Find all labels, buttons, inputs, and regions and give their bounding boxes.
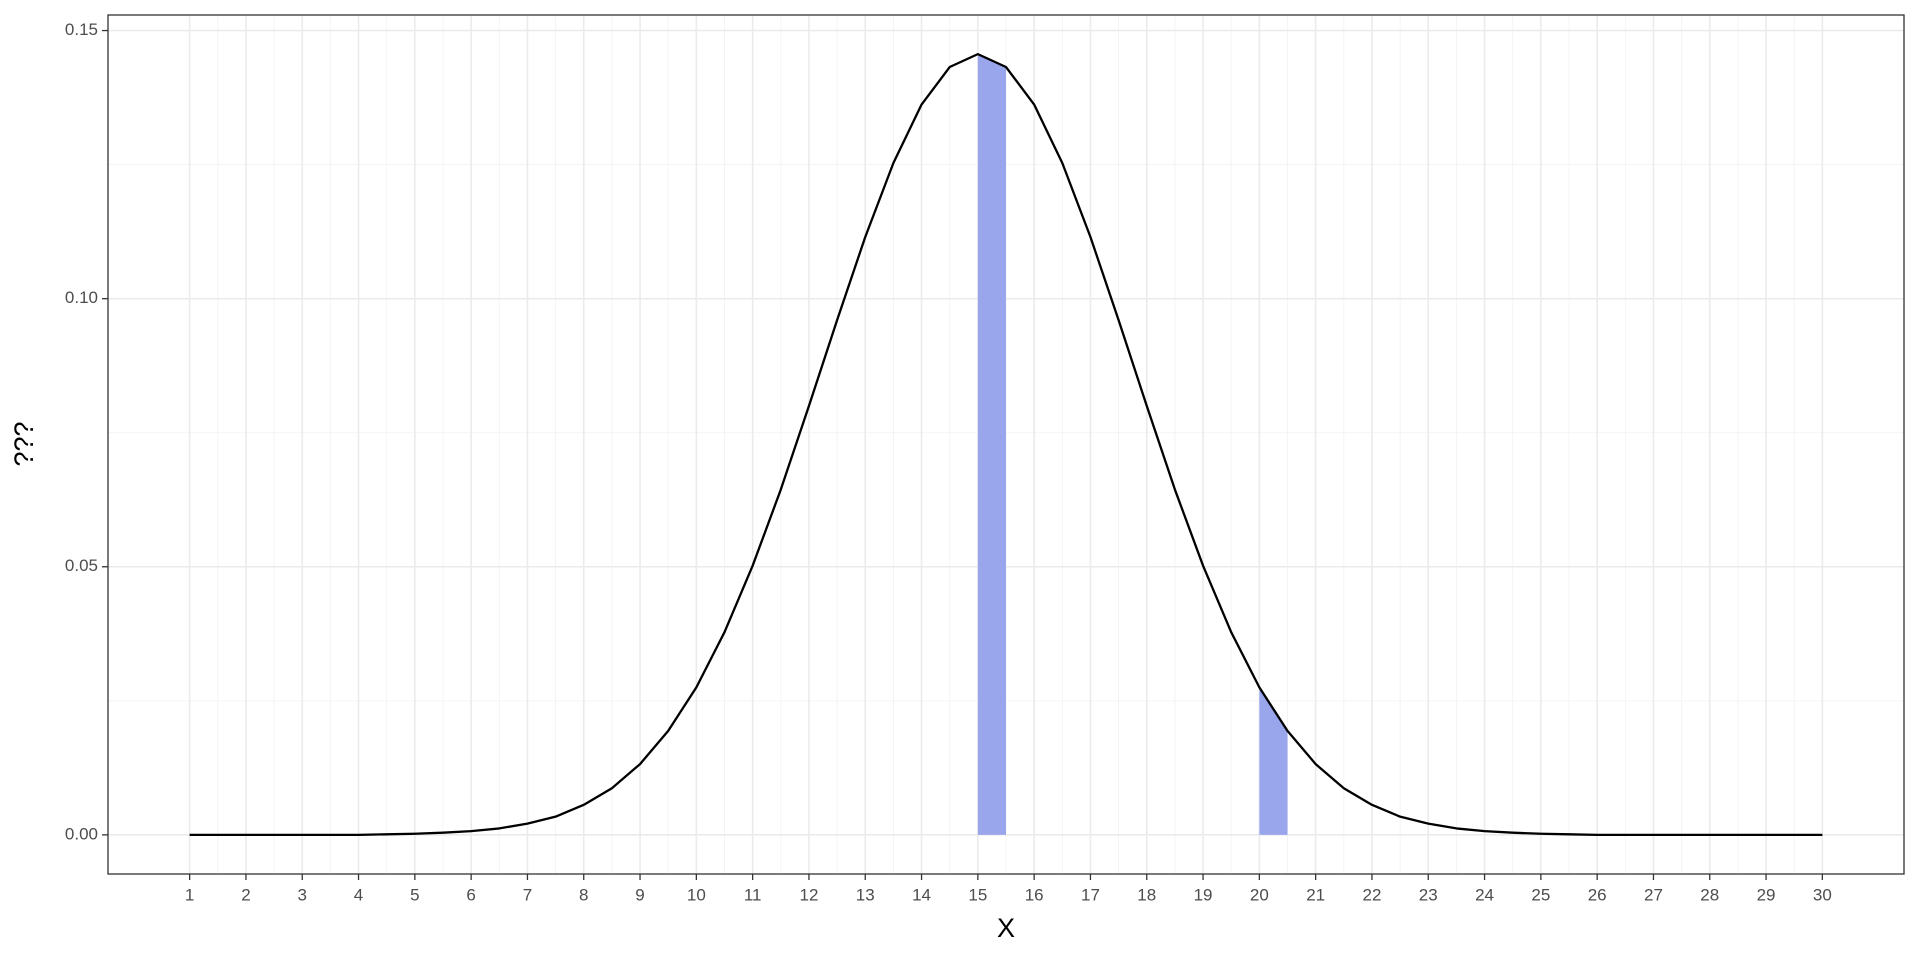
x-tick-label: 5 — [410, 885, 419, 904]
x-tick-label: 10 — [687, 885, 706, 904]
density-curve — [189, 52, 1823, 837]
y-tick-label: 0.15 — [65, 20, 98, 39]
x-tick-label: 20 — [1250, 885, 1269, 904]
x-tick-label: 25 — [1531, 885, 1550, 904]
x-tick-label: 16 — [1025, 885, 1044, 904]
plot — [189, 52, 1823, 837]
panel-border — [107, 14, 1905, 875]
x-tick-label: 13 — [856, 885, 875, 904]
x-tick-label: 17 — [1081, 885, 1100, 904]
x-tick-label: 15 — [968, 885, 987, 904]
shaded-area — [1259, 687, 1288, 835]
y-tick-label: 0.00 — [65, 824, 98, 843]
x-tick-label: 23 — [1419, 885, 1438, 904]
y-tick-label: 0.05 — [65, 556, 98, 575]
x-tick-label: 18 — [1137, 885, 1156, 904]
x-tick-label: 9 — [635, 885, 644, 904]
x-tick-label: 27 — [1644, 885, 1663, 904]
x-tick-label: 21 — [1306, 885, 1325, 904]
x-tick-label: 28 — [1700, 885, 1719, 904]
x-tick-label: 4 — [354, 885, 363, 904]
x-tick-label: 22 — [1362, 885, 1381, 904]
x-axis-title: X — [997, 913, 1015, 943]
x-tick-label: 30 — [1813, 885, 1832, 904]
x-tick-label: 2 — [241, 885, 250, 904]
x-tick-label: 14 — [912, 885, 931, 904]
x-tick-label: 12 — [799, 885, 818, 904]
y-axis-title: ??? — [9, 421, 39, 466]
x-tick-label: 1 — [185, 885, 194, 904]
x-tick-label: 7 — [523, 885, 532, 904]
x-tick-label: 26 — [1588, 885, 1607, 904]
x-tick-label: 6 — [466, 885, 475, 904]
y-tick-label: 0.10 — [65, 288, 98, 307]
x-tick-label: 3 — [298, 885, 307, 904]
x-tick-label: 8 — [579, 885, 588, 904]
x-tick-label: 19 — [1194, 885, 1213, 904]
x-tick-label: 24 — [1475, 885, 1494, 904]
x-tick-label: 29 — [1757, 885, 1776, 904]
x-tick-label: 11 — [744, 885, 762, 904]
shaded-area — [977, 54, 1006, 835]
